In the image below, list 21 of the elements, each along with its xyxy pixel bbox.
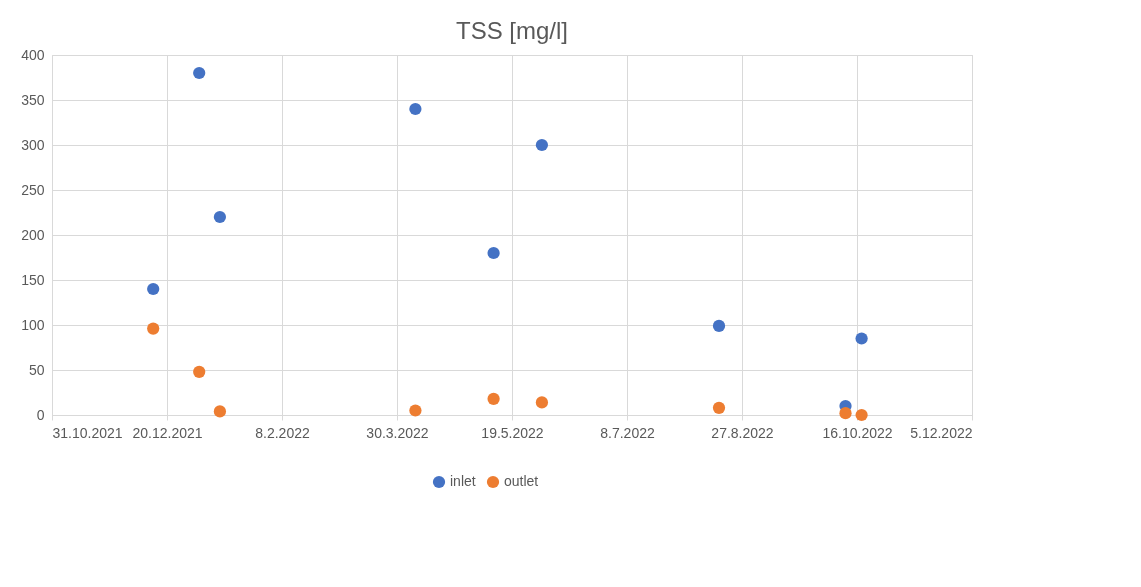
chart-title: TSS [mg/l] <box>455 17 569 44</box>
x-tick-label: 31.10.2021 <box>52 424 123 441</box>
x-tick-label: 20.12.2021 <box>132 424 203 441</box>
legend-label: inlet <box>450 473 476 489</box>
y-tick-label: 350 <box>21 91 45 108</box>
x-tick-label: 16.10.2022 <box>822 424 893 441</box>
y-tick-label: 100 <box>21 316 45 333</box>
y-tick-label: 150 <box>21 271 45 288</box>
x-tick-label: 30.3.2022 <box>366 424 429 441</box>
x-tick-label: 8.7.2022 <box>600 424 655 441</box>
y-tick-label: 250 <box>21 181 45 198</box>
y-tick-label: 50 <box>28 361 45 378</box>
legend-label: outlet <box>504 473 539 489</box>
x-tick-label: 5.12.2022 <box>910 424 973 441</box>
y-tick-label: 400 <box>21 46 45 63</box>
y-tick-label: 200 <box>21 226 45 243</box>
x-tick-label: 8.2.2022 <box>255 424 310 441</box>
y-tick-label: 300 <box>21 136 45 153</box>
x-tick-label: 19.5.2022 <box>481 424 544 441</box>
y-tick-label: 0 <box>36 406 45 423</box>
x-tick-label: 27.8.2022 <box>711 424 774 441</box>
